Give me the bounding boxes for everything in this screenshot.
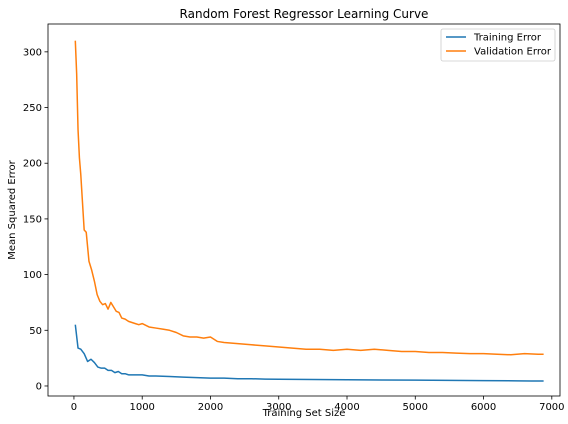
y-axis-ticks: 0 50 100 150 200 250 300	[23, 47, 48, 392]
y-axis-label: Mean Squared Error	[7, 159, 18, 259]
series-line-training-error	[74, 324, 544, 382]
x-tick-label: 0	[71, 402, 77, 413]
x-axis-ticks: 0 1000 2000 3000 4000 5000 6000 7000	[71, 396, 565, 413]
y-tick-label: 150	[23, 214, 42, 225]
x-tick-label: 4000	[334, 402, 359, 413]
series-line-validation-error	[74, 40, 544, 356]
series-layer	[74, 40, 544, 382]
y-tick-label: 200	[23, 159, 42, 170]
x-tick-label: 2000	[198, 402, 223, 413]
legend-label-validation-error: Validation Error	[474, 47, 552, 58]
x-tick-label: 1000	[129, 402, 154, 413]
y-tick-label: 300	[23, 47, 42, 58]
plot-area	[47, 23, 561, 397]
chart-title: Random Forest Regressor Learning Curve	[180, 7, 429, 21]
legend: Training Error Validation Error	[440, 28, 556, 62]
y-tick-label: 250	[23, 103, 42, 114]
legend-label-training-error: Training Error	[473, 33, 542, 44]
x-tick-label: 5000	[403, 402, 428, 413]
x-tick-label: 6000	[471, 402, 496, 413]
y-tick-label: 100	[23, 270, 42, 281]
y-tick-label: 0	[36, 381, 42, 392]
x-tick-label: 3000	[266, 402, 291, 413]
y-tick-label: 50	[29, 326, 42, 337]
x-tick-label: 7000	[539, 402, 564, 413]
legend-box	[440, 28, 556, 62]
x-axis-label: Training Set Size	[262, 408, 346, 419]
